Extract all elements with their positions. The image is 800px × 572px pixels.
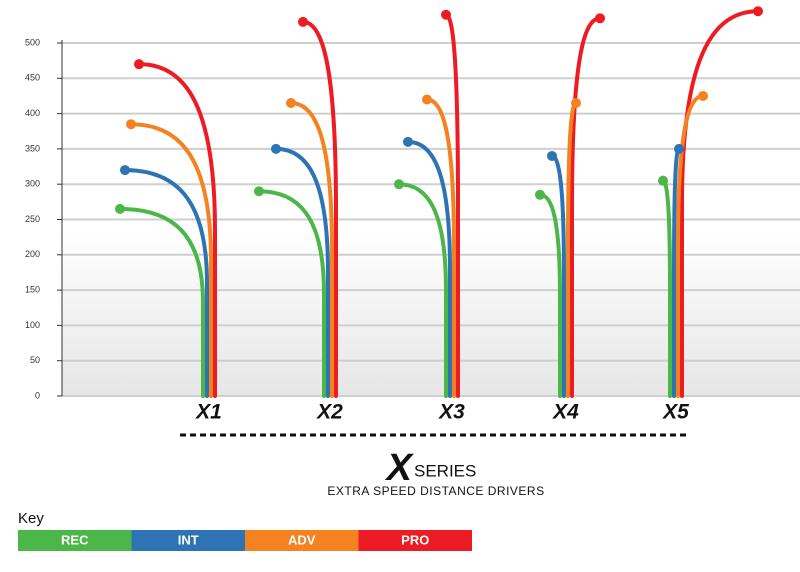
legend-title: Key <box>18 510 44 527</box>
subtitle: EXTRA SPEED DISTANCE DRIVERS <box>327 484 544 498</box>
endpoint <box>394 179 404 190</box>
flight-path <box>137 62 217 398</box>
endpoint <box>658 175 668 186</box>
flight-path <box>289 101 334 398</box>
flight-path <box>118 206 205 398</box>
x-tick-label: X5 <box>662 401 689 424</box>
legend-swatch <box>358 530 472 551</box>
legend-label: REC <box>61 532 89 547</box>
endpoint <box>271 143 281 154</box>
y-tick-label: 300 <box>25 179 40 189</box>
flight-path <box>123 168 209 398</box>
x-tick-label: X4 <box>552 401 579 424</box>
y-tick-label: 400 <box>25 108 40 118</box>
endpoint <box>403 136 413 147</box>
endpoint <box>535 189 545 200</box>
endpoint <box>115 203 125 214</box>
y-tick-label: 250 <box>25 214 40 224</box>
y-tick-label: 150 <box>25 284 40 294</box>
endpoint <box>547 150 557 161</box>
y-tick-label: 0 <box>35 390 40 400</box>
endpoint <box>698 90 708 101</box>
flight-path <box>425 97 456 398</box>
endpoint <box>674 143 684 154</box>
flight-path <box>274 146 330 398</box>
legend-swatch <box>131 530 245 551</box>
endpoint <box>298 16 308 27</box>
endpoint <box>441 9 451 20</box>
legend-label: ADV <box>288 532 316 547</box>
y-tick-label: 200 <box>25 249 40 259</box>
y-tick-label: 350 <box>25 143 40 153</box>
endpoint <box>422 94 432 105</box>
endpoint <box>134 59 144 70</box>
x-tick-label: X1 <box>195 401 222 424</box>
plot-background <box>62 30 800 396</box>
y-tick-label: 100 <box>25 320 40 330</box>
flight-path <box>129 122 213 398</box>
legend-swatch <box>18 530 132 551</box>
legend-swatch <box>245 530 359 551</box>
y-tick-label: 450 <box>25 73 40 83</box>
flight-path <box>676 93 705 398</box>
endpoint <box>286 98 296 109</box>
y-tick-label: 50 <box>30 355 40 365</box>
legend-label: PRO <box>401 532 429 547</box>
flight-path <box>257 189 326 398</box>
endpoint <box>595 13 605 24</box>
endpoint <box>571 98 581 109</box>
endpoint <box>126 119 136 130</box>
flight-path <box>406 139 452 398</box>
endpoint <box>120 165 130 176</box>
flight-path <box>680 9 760 398</box>
legend-label: INT <box>178 532 199 547</box>
x-tick-label: X2 <box>316 401 343 424</box>
endpoint <box>753 6 763 17</box>
y-tick-label: 500 <box>25 37 40 47</box>
flight-path <box>397 182 448 398</box>
title-mark: X <box>385 447 415 489</box>
flight-path <box>570 16 602 398</box>
endpoint <box>254 186 264 197</box>
x-tick-label: X3 <box>438 401 465 424</box>
flight-path <box>301 19 338 398</box>
chart-title: SERIES <box>414 461 476 480</box>
